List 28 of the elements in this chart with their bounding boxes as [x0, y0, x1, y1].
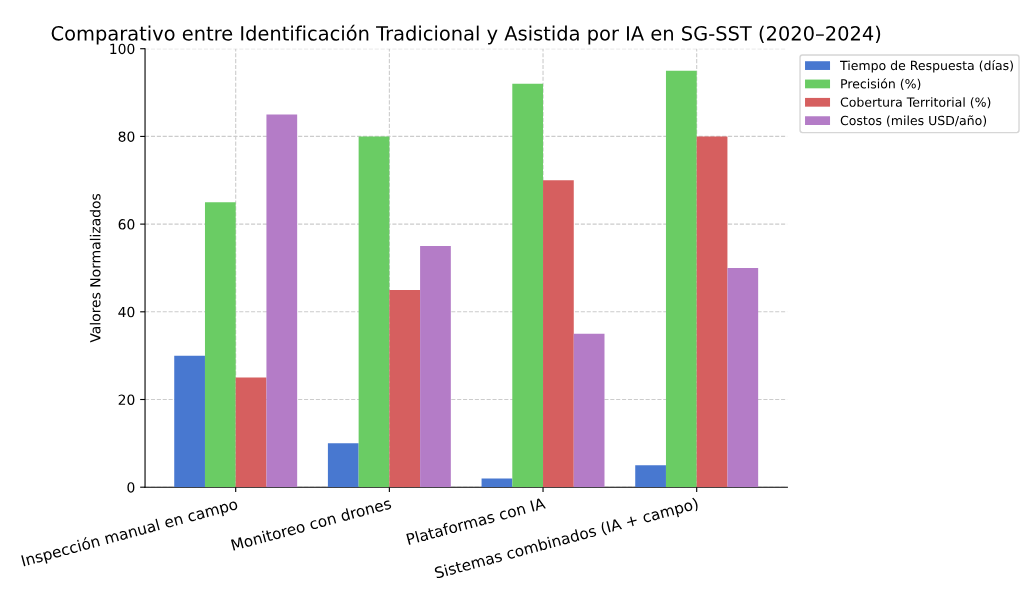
- bar: [481, 478, 513, 488]
- y-tick-label: 40: [118, 306, 135, 318]
- bar: [420, 246, 451, 488]
- y-tick-label: 60: [118, 219, 135, 230]
- legend-label: Precisión (%): [841, 78, 921, 90]
- bar: [543, 180, 574, 488]
- legend-label: Costos (miles USD/año): [840, 115, 987, 127]
- bar: [266, 114, 298, 488]
- y-tick-label: 0: [127, 482, 135, 493]
- bar: [635, 465, 666, 488]
- bar: [512, 83, 544, 488]
- y-tick-label: 80: [118, 131, 135, 142]
- y-tick-label: 20: [118, 394, 135, 405]
- y-tick-label: 100: [110, 43, 135, 55]
- chart-title: Comparativo entre Identificación Tradicional y Asistida por IA en SG-SST (2020–2024): [51, 24, 881, 45]
- bar: [727, 267, 759, 488]
- bar: [174, 355, 205, 488]
- bar: [389, 289, 421, 488]
- bar: [665, 70, 697, 488]
- legend-label: Cobertura Territorial (%): [840, 97, 991, 109]
- bar: [573, 333, 605, 488]
- bar: [327, 443, 359, 488]
- bar: [358, 136, 390, 488]
- bar: [204, 202, 236, 488]
- y-axis-title: Valores Normalizados: [89, 193, 101, 343]
- legend-label: Tiempo de Respuesta (días): [840, 59, 1013, 73]
- bar: [696, 136, 728, 488]
- bar: [235, 377, 267, 488]
